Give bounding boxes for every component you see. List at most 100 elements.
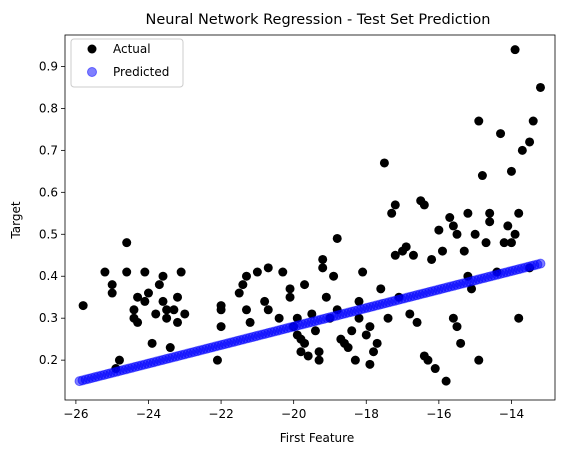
- actual-point: [485, 217, 495, 227]
- actual-point: [423, 355, 433, 365]
- actual-point: [154, 280, 164, 290]
- actual-point: [358, 267, 368, 277]
- actual-point: [332, 233, 342, 243]
- chart-title: Neural Network Regression - Test Set Pre…: [146, 12, 491, 28]
- y-tick-label: 0.2: [39, 353, 58, 367]
- actual-point: [180, 309, 190, 319]
- actual-point: [437, 246, 447, 256]
- legend: Actual Predicted: [70, 38, 184, 88]
- actual-point: [278, 267, 288, 277]
- actual-point: [100, 267, 110, 277]
- actual-point: [238, 280, 248, 290]
- actual-point: [517, 145, 527, 155]
- predicted-point: [535, 258, 546, 269]
- actual-point: [485, 208, 495, 218]
- actual-point: [514, 208, 524, 218]
- actual-point: [158, 296, 168, 306]
- actual-point: [499, 238, 509, 248]
- y-axis-label: Target: [9, 201, 23, 239]
- actual-point: [430, 364, 440, 374]
- actual-point: [535, 82, 545, 92]
- y-tick-label: 0.6: [39, 185, 58, 199]
- actual-point: [390, 200, 400, 210]
- actual-point: [147, 338, 157, 348]
- actual-point: [303, 351, 313, 361]
- actual-point: [401, 242, 411, 252]
- actual-point: [300, 280, 310, 290]
- actual-point: [263, 263, 273, 273]
- actual-point: [263, 305, 273, 315]
- actual-point: [463, 208, 473, 218]
- actual-point: [459, 246, 469, 256]
- actual-point: [296, 347, 306, 357]
- actual-point: [503, 221, 513, 231]
- actual-point: [474, 355, 484, 365]
- actual-point: [252, 267, 262, 277]
- actual-point: [525, 137, 535, 147]
- actual-point: [310, 326, 320, 336]
- actual-point: [405, 309, 415, 319]
- x-axis-label: First Feature: [280, 431, 354, 445]
- actual-point: [506, 166, 516, 176]
- actual-point: [456, 338, 466, 348]
- actual-point: [241, 271, 251, 281]
- actual-point: [376, 284, 386, 294]
- y-tick-label: 0.8: [39, 101, 58, 115]
- y-tick-label: 0.4: [39, 269, 58, 283]
- actual-point: [107, 280, 117, 290]
- y-tick-label: 0.9: [39, 59, 58, 73]
- actual-point: [169, 305, 179, 315]
- actual-point: [133, 292, 143, 302]
- actual-point: [419, 200, 429, 210]
- actual-point: [285, 292, 295, 302]
- axes-frame: [64, 34, 556, 401]
- actual-point: [245, 317, 255, 327]
- actual-point: [107, 288, 117, 298]
- actual-point: [383, 313, 393, 323]
- actual-point: [350, 355, 360, 365]
- actual-point: [510, 229, 520, 239]
- actual-point: [234, 288, 244, 298]
- actual-point: [314, 355, 324, 365]
- actual-point: [140, 296, 150, 306]
- actual-point: [361, 330, 371, 340]
- actual-point: [151, 309, 161, 319]
- actual-point: [162, 305, 172, 315]
- actual-point: [318, 254, 328, 264]
- plot-area: [64, 34, 556, 401]
- actual-point: [452, 229, 462, 239]
- actual-point: [129, 305, 139, 315]
- actual-point: [329, 271, 339, 281]
- actual-point: [365, 322, 375, 332]
- actual-point: [441, 376, 451, 386]
- actual-point: [122, 267, 132, 277]
- actual-point: [365, 359, 375, 369]
- actual-point: [369, 347, 379, 357]
- legend-marker-predicted: [87, 67, 97, 77]
- actual-point: [260, 296, 270, 306]
- actual-point: [114, 355, 124, 365]
- actual-point: [216, 322, 226, 332]
- actual-point: [477, 171, 487, 181]
- actual-point: [379, 158, 389, 168]
- actual-point: [470, 229, 480, 239]
- legend-box: [70, 38, 184, 88]
- x-tick-label: −26: [63, 407, 88, 421]
- actual-point: [158, 271, 168, 281]
- actual-point: [300, 338, 310, 348]
- actual-point: [390, 250, 400, 260]
- y-tick-label: 0.3: [39, 311, 58, 325]
- x-tick-label: −16: [426, 407, 451, 421]
- actual-point: [474, 116, 484, 126]
- actual-point: [448, 221, 458, 231]
- actual-point: [354, 313, 364, 323]
- x-tick-label: −24: [136, 407, 161, 421]
- actual-point: [314, 347, 324, 357]
- actual-point: [528, 116, 538, 126]
- actual-point: [143, 288, 153, 298]
- x-tick-label: −14: [499, 407, 524, 421]
- actual-point: [133, 317, 143, 327]
- actual-point: [354, 296, 364, 306]
- actual-point: [408, 250, 418, 260]
